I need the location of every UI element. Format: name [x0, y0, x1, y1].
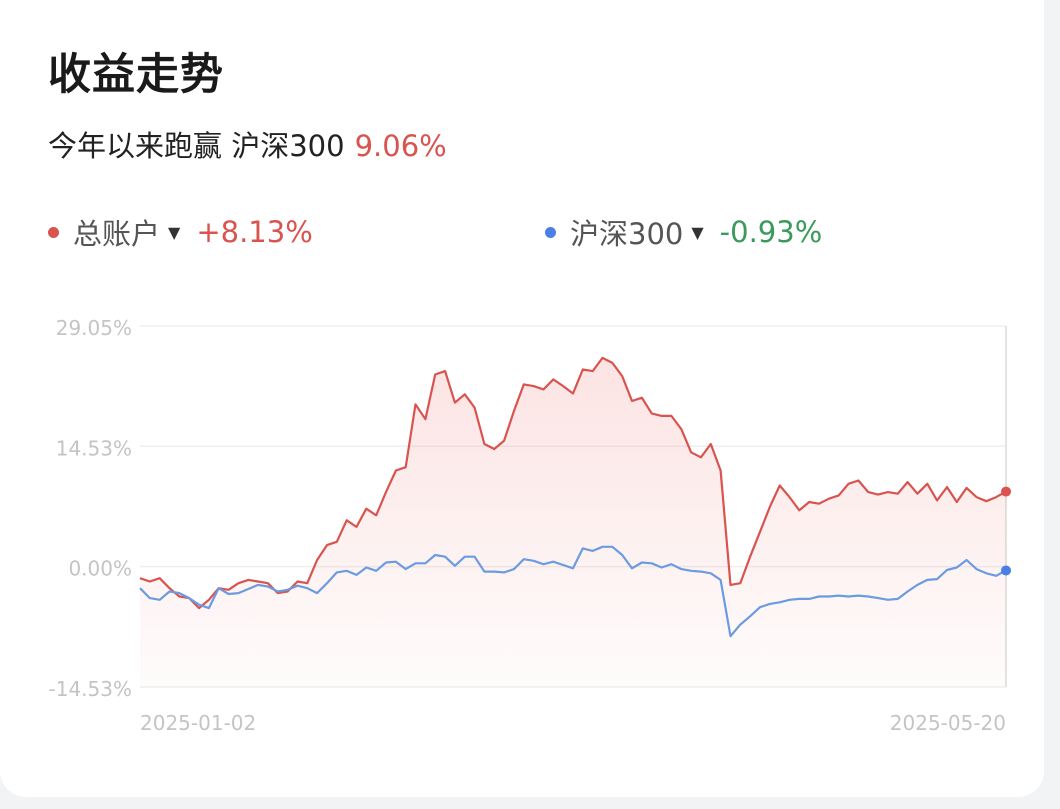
outperform-summary: 今年以来跑赢 沪深300 9.06% [48, 124, 447, 168]
y-tick-label: 14.53% [56, 436, 132, 460]
legend-index-selector[interactable]: 沪深300 ▼ -0.93% [545, 210, 822, 254]
caret-down-icon[interactable]: ▼ [168, 222, 181, 242]
series-line-1 [139, 545, 1007, 638]
legend-account-value: +8.13% [196, 215, 313, 249]
x-tick-label: 2025-01-02 [140, 711, 256, 735]
account-dot-icon [48, 226, 59, 238]
caret-down-icon[interactable]: ▼ [691, 222, 704, 242]
series-end-point-1 [1001, 565, 1011, 576]
y-tick-label: 29.05% [56, 316, 132, 340]
x-tick-label: 2025-05-20 [890, 711, 1006, 735]
legend-account-name: 总账户 [73, 217, 161, 251]
y-tick-label: 0.00% [68, 557, 132, 581]
outperform-percent: 9.06% [354, 129, 447, 163]
y-tick-label: -14.53% [49, 677, 132, 701]
legend-account-selector[interactable]: 总账户 ▼ +8.13% [48, 210, 313, 254]
outperform-text: 今年以来跑赢 沪深300 [48, 129, 345, 163]
returns-line-chart[interactable]: 29.05% 14.53% 0.00% -14.53% 2025-01-02 2025-0… [0, 300, 1044, 750]
series-end-point-0 [1001, 486, 1011, 497]
card-title: 收益走势 [48, 50, 224, 100]
legend-index-name: 沪深300 [570, 217, 684, 251]
legend-index-value: -0.93% [719, 215, 823, 249]
series-line-0 [139, 356, 1007, 610]
series-area-0 [140, 357, 1006, 687]
performance-card: 收益走势 今年以来跑赢 沪深300 9.06% 总账户 ▼ +8.13% 沪深30… [0, 0, 1044, 797]
index-dot-icon [545, 226, 556, 238]
